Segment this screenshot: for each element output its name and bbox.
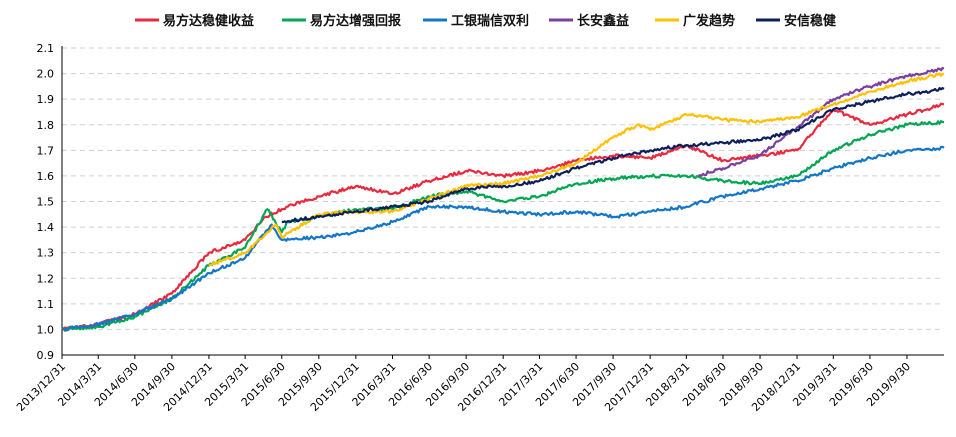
y-tick-label: 1.4 — [37, 221, 55, 234]
y-tick-label: 1.0 — [37, 323, 55, 336]
y-tick-label: 1.2 — [37, 272, 55, 285]
y-tick-label: 1.8 — [37, 119, 55, 132]
legend-label: 广发趋势 — [683, 13, 735, 29]
y-tick-label: 1.5 — [37, 196, 55, 209]
y-axis: 0.9 1.0 1.1 1.2 1.3 1.4 1.5 1.6 1.7 1.8 1.9 2.0 2.1 — [37, 42, 63, 362]
series-line-1 — [61, 120, 945, 332]
legend-label: 易方达增强回报 — [310, 13, 402, 29]
legend-label: 长安鑫益 — [577, 13, 629, 29]
series-line-5 — [281, 87, 945, 224]
y-tick-label: 1.6 — [37, 170, 55, 183]
legend-label: 工银瑞信双利 — [451, 13, 529, 29]
y-tick-label: 2.1 — [37, 42, 55, 55]
series-line-0 — [61, 102, 945, 331]
y-tick-label: 1.3 — [37, 247, 55, 260]
plot-area — [61, 66, 945, 332]
series-line-4 — [208, 72, 945, 267]
series-line-2 — [61, 145, 945, 332]
series-line-3 — [697, 66, 945, 177]
y-tick-label: 1.1 — [37, 298, 55, 311]
gridlines — [62, 47, 944, 330]
legend: 易方达稳健收益 易方达增强回报 工银瑞信双利 长安鑫益 广发趋势 安信稳健 — [135, 13, 836, 29]
y-tick-label: 1.9 — [37, 93, 55, 106]
legend-label: 安信稳健 — [784, 13, 836, 29]
y-tick-label: 0.9 — [37, 349, 55, 362]
y-tick-label: 1.7 — [37, 144, 55, 157]
x-axis: 2013/12/312014/3/312014/6/302014/9/30201… — [14, 354, 944, 414]
y-tick-label: 2.0 — [37, 68, 55, 81]
legend-label: 易方达稳健收益 — [163, 13, 254, 29]
